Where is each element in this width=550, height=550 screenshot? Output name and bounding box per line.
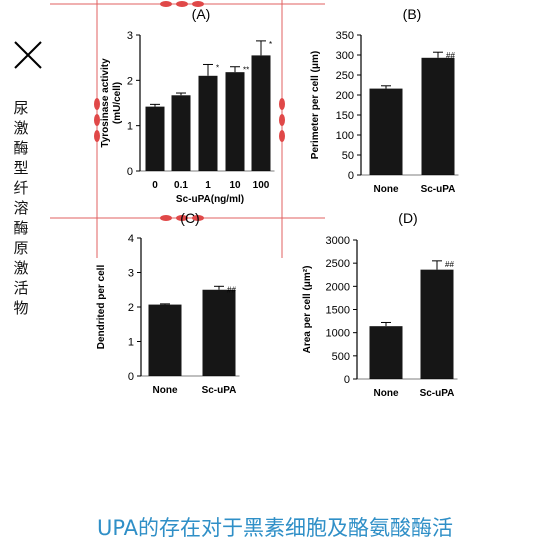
panel-label: (A): [192, 6, 211, 22]
y-axis-label: (mU/cell): [112, 82, 123, 124]
significance-marker: ##: [446, 51, 455, 60]
chart-panel-c: (C) 0 1 2 3 4 Dendrited per cell None ## Sc-uPA: [96, 210, 240, 396]
y-tick-label: 1: [127, 121, 133, 133]
y-axis-label: Perimeter per cell (μm): [310, 51, 321, 159]
bar: [202, 289, 236, 376]
category-label: Sc-uPA: [202, 385, 237, 396]
y-tick-label: 100: [336, 130, 354, 142]
y-tick-label: 250: [336, 70, 354, 82]
significance-marker: ##: [227, 285, 236, 294]
y-axis-label: Tyrosinase activity: [100, 58, 111, 148]
significance-marker: ##: [445, 260, 454, 269]
bottom-caption: UPA的存在对于黑素细胞及酪氨酸酶活: [96, 516, 454, 540]
handle-left-2[interactable]: [94, 114, 100, 126]
y-tick-label: 1500: [326, 305, 350, 317]
y-tick-label: 350: [336, 30, 354, 42]
handle-mid-3[interactable]: [192, 215, 204, 221]
panel-label: (D): [398, 210, 417, 226]
category-label: 0: [152, 180, 158, 191]
handle-left-1[interactable]: [94, 98, 100, 110]
handle-top-1[interactable]: [160, 1, 172, 7]
panel-label: (C): [180, 210, 199, 226]
chart-panel-d: (D) 0 500 1000 1500 2000 2500 3000 Area per cell…: [302, 210, 458, 399]
bar: [369, 88, 403, 175]
y-tick-label: 1000: [326, 328, 350, 340]
bar: [251, 55, 271, 171]
y-tick-label: 3: [127, 30, 133, 42]
bar: [145, 106, 165, 171]
category-label: None: [153, 385, 178, 396]
bar: [198, 75, 218, 171]
category-label: 10: [229, 180, 241, 191]
category-label: 0.1: [174, 180, 188, 191]
y-tick-label: 3000: [326, 235, 350, 247]
y-tick-label: 2: [127, 75, 133, 87]
close-icon[interactable]: [14, 41, 42, 69]
y-axis-label: Area per cell (μm²): [302, 266, 313, 354]
y-tick-label: 2: [128, 302, 134, 314]
category-label: 100: [253, 180, 270, 191]
y-tick-label: 0: [344, 374, 350, 386]
x-axis-label: Sc-uPA(ng/ml): [176, 194, 244, 205]
significance-marker: *: [269, 40, 272, 49]
y-tick-label: 0: [348, 170, 354, 182]
bar: [171, 95, 191, 171]
red-handles[interactable]: [94, 1, 285, 221]
category-label: 1: [205, 180, 211, 191]
y-tick-label: 2000: [326, 281, 350, 293]
y-tick-label: 300: [336, 50, 354, 62]
y-tick-label: 4: [128, 233, 134, 245]
category-label: Sc-uPA: [420, 388, 455, 399]
handle-left-3[interactable]: [94, 130, 100, 142]
chart-panel-b: (B) 0 50 100 150 200 250 300 350 Perimeter per ce…: [310, 6, 459, 195]
y-tick-label: 1: [128, 337, 134, 349]
side-vertical-text: 尿激酶型纤溶酶原激活物: [13, 99, 29, 317]
bar: [369, 326, 403, 379]
handle-right-1[interactable]: [279, 98, 285, 110]
category-label: None: [374, 184, 399, 195]
y-axis-label: Dendrited per cell: [96, 265, 107, 350]
handle-mid-2[interactable]: [176, 215, 188, 221]
handle-right-3[interactable]: [279, 130, 285, 142]
chart-panel-a: (A) 0 1 2 3 Tyrosinase activity (mU/cell) 0 0.1 *…: [100, 6, 275, 205]
y-tick-label: 2500: [326, 258, 350, 270]
bar: [420, 269, 454, 379]
y-tick-label: 0: [128, 371, 134, 383]
charts-group: (A) 0 1 2 3 Tyrosinase activity (mU/cell) 0 0.1 *…: [96, 6, 459, 399]
handle-top-2[interactable]: [176, 1, 188, 7]
significance-marker: *: [216, 63, 219, 72]
handle-mid-1[interactable]: [160, 215, 172, 221]
handle-top-3[interactable]: [192, 1, 204, 7]
bar: [148, 304, 182, 376]
bar: [421, 57, 455, 175]
category-label: None: [374, 388, 399, 399]
y-tick-label: 500: [332, 351, 350, 363]
y-tick-label: 200: [336, 90, 354, 102]
y-tick-label: 150: [336, 110, 354, 122]
y-tick-label: 0: [127, 166, 133, 178]
category-label: Sc-uPA: [421, 184, 456, 195]
bar: [225, 72, 245, 171]
y-tick-label: 3: [128, 268, 134, 280]
significance-marker: **: [243, 66, 249, 75]
y-tick-label: 50: [342, 150, 354, 162]
panel-label: (B): [403, 6, 422, 22]
handle-right-2[interactable]: [279, 114, 285, 126]
